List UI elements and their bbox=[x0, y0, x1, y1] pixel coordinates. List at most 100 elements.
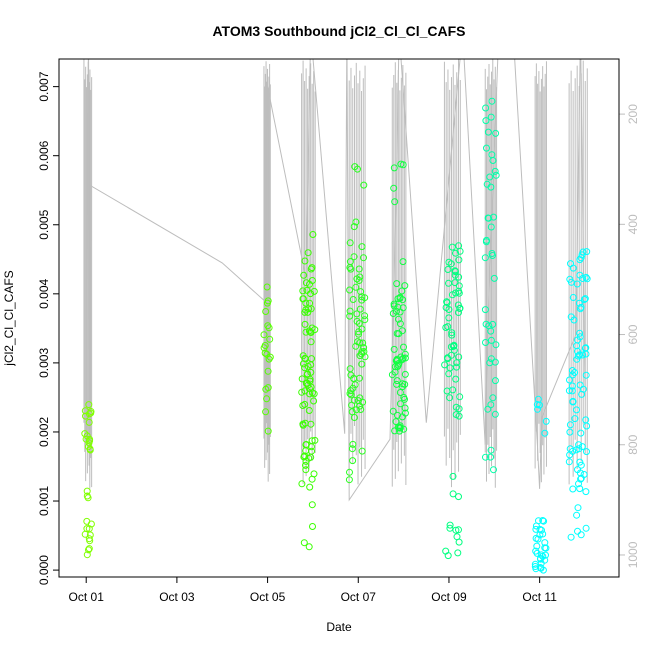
data-point bbox=[570, 316, 578, 324]
data-point bbox=[306, 390, 314, 398]
data-point bbox=[400, 394, 408, 401]
data-point bbox=[576, 485, 584, 493]
data-point bbox=[449, 472, 457, 480]
data-point bbox=[399, 383, 406, 391]
data-point bbox=[574, 527, 581, 535]
data-point bbox=[574, 504, 582, 512]
data-point bbox=[309, 231, 317, 238]
data-point bbox=[401, 282, 409, 290]
data-point bbox=[483, 144, 490, 152]
data-point bbox=[346, 286, 354, 294]
data-point bbox=[301, 400, 309, 408]
data-point bbox=[449, 490, 457, 498]
data-point bbox=[346, 312, 354, 320]
data-point bbox=[359, 339, 367, 347]
data-point bbox=[85, 401, 93, 409]
data-point bbox=[576, 381, 584, 389]
data-point bbox=[301, 419, 309, 427]
data-point bbox=[307, 443, 315, 451]
data-point bbox=[482, 320, 490, 328]
data-point bbox=[452, 375, 460, 383]
data-point bbox=[308, 447, 315, 455]
data-point bbox=[569, 294, 577, 301]
data-point bbox=[394, 361, 402, 369]
data-point bbox=[306, 483, 314, 491]
data-point bbox=[264, 427, 272, 435]
data-point bbox=[576, 351, 583, 359]
data-point bbox=[307, 338, 315, 346]
data-point bbox=[455, 412, 463, 420]
data-point bbox=[351, 381, 359, 389]
data-point bbox=[264, 367, 272, 375]
data-point bbox=[455, 256, 463, 264]
data-point bbox=[299, 421, 307, 429]
data-point bbox=[450, 346, 458, 354]
data-point bbox=[398, 413, 406, 421]
data-point bbox=[347, 391, 355, 399]
data-point bbox=[566, 428, 574, 436]
data-point bbox=[486, 173, 494, 181]
data-point bbox=[454, 549, 462, 557]
series-oct-04 bbox=[260, 283, 274, 435]
data-point bbox=[491, 358, 499, 366]
data-point bbox=[566, 376, 573, 384]
data-point bbox=[445, 314, 453, 322]
data-point bbox=[482, 117, 490, 125]
data-point bbox=[492, 129, 500, 137]
data-point bbox=[578, 251, 586, 259]
data-point bbox=[485, 214, 493, 222]
data-point bbox=[400, 425, 408, 433]
data-point bbox=[401, 354, 409, 362]
axes-layer: 0.000 0.001 0.002 0.003 0.004 0.005 0.006 0.007… bbox=[37, 71, 640, 604]
data-point bbox=[310, 390, 318, 398]
data-point bbox=[352, 283, 360, 291]
series-oct-11 bbox=[531, 395, 550, 574]
data-point bbox=[355, 277, 363, 284]
data-point bbox=[261, 349, 269, 357]
data-point bbox=[83, 432, 91, 440]
data-point bbox=[401, 380, 409, 388]
data-point bbox=[307, 368, 315, 376]
data-point bbox=[396, 389, 404, 396]
data-point bbox=[583, 248, 591, 256]
data-point bbox=[441, 361, 449, 369]
data-point bbox=[349, 457, 357, 465]
data-point bbox=[308, 264, 316, 272]
data-point bbox=[533, 401, 541, 408]
data-point bbox=[352, 342, 360, 350]
data-point bbox=[308, 475, 316, 483]
y-tick-label: 0.007 bbox=[37, 71, 51, 101]
data-point bbox=[569, 264, 577, 272]
data-point bbox=[447, 260, 455, 268]
data-point bbox=[360, 344, 368, 352]
data-point bbox=[299, 360, 307, 368]
data-point bbox=[361, 312, 369, 320]
data-point bbox=[350, 223, 358, 231]
right-tick-label: 600 bbox=[626, 324, 640, 344]
data-point bbox=[304, 249, 312, 257]
data-point bbox=[575, 441, 583, 449]
data-point bbox=[346, 390, 354, 398]
data-point bbox=[492, 171, 500, 179]
data-point bbox=[356, 339, 364, 347]
data-point bbox=[401, 404, 409, 412]
data-point bbox=[85, 545, 93, 553]
data-point bbox=[361, 353, 369, 361]
data-point bbox=[536, 531, 544, 539]
data-point bbox=[443, 387, 451, 395]
data-point bbox=[569, 397, 577, 405]
data-point bbox=[398, 327, 406, 335]
data-point bbox=[537, 555, 544, 563]
data-point bbox=[487, 223, 495, 231]
data-point bbox=[360, 348, 368, 355]
data-point bbox=[349, 384, 357, 392]
data-point bbox=[580, 296, 588, 303]
data-point bbox=[300, 539, 308, 547]
right-tick-label: 800 bbox=[626, 434, 640, 454]
right-tick-label: 1000 bbox=[626, 541, 640, 568]
data-point bbox=[398, 287, 406, 295]
data-points-layer bbox=[81, 97, 591, 574]
data-point bbox=[83, 487, 91, 495]
data-point bbox=[401, 370, 409, 378]
data-point bbox=[351, 163, 359, 171]
